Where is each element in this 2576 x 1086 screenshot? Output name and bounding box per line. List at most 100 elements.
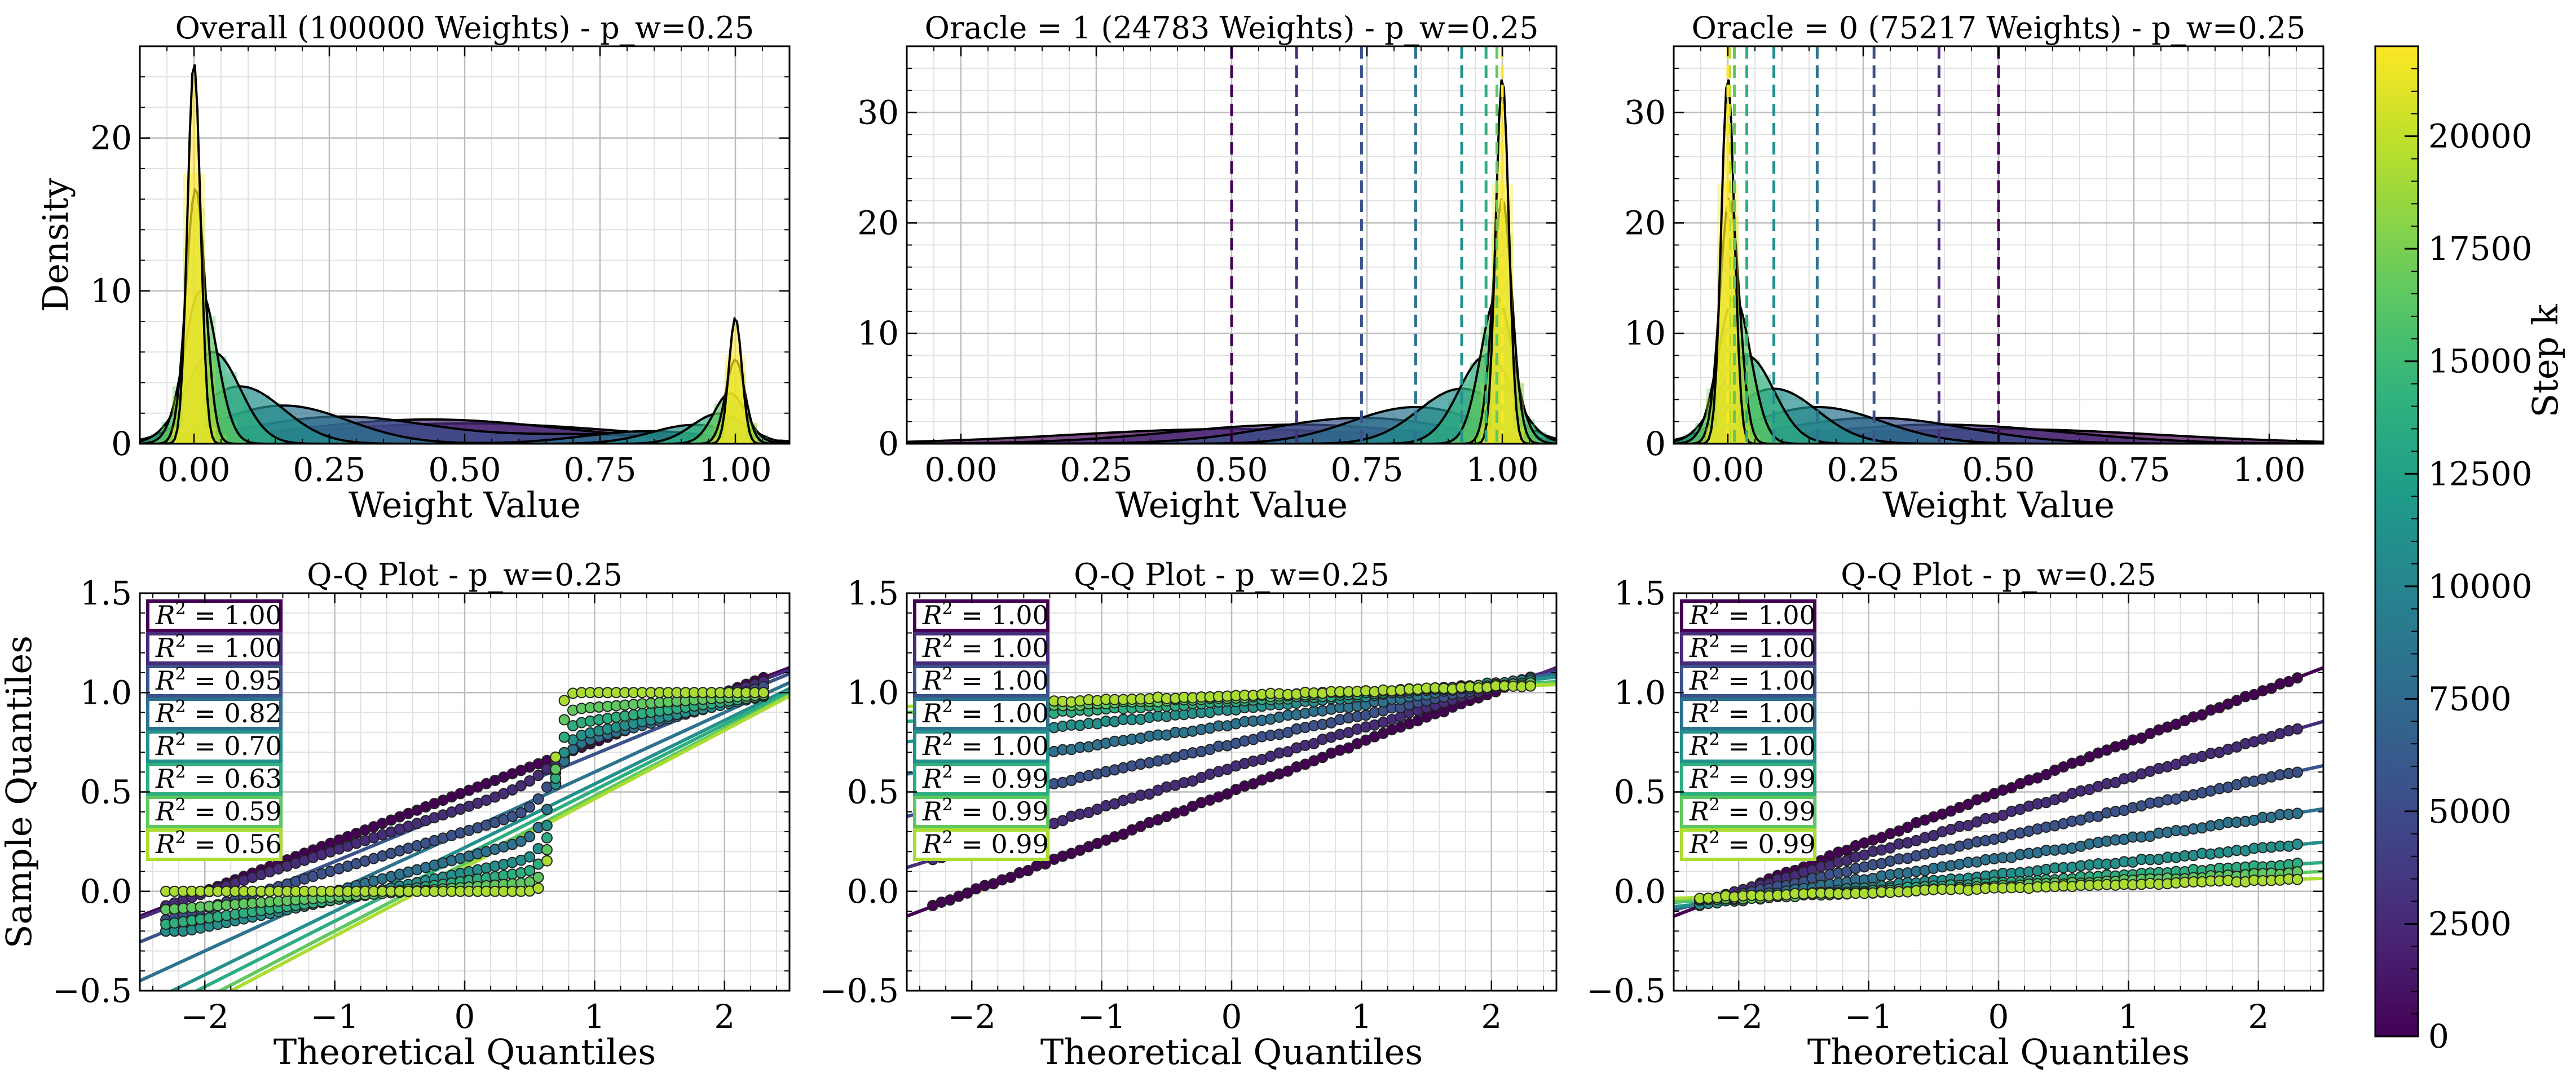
qq-point (541, 855, 553, 867)
x-axis-label: Theoretical Quantiles (1807, 1031, 2190, 1072)
density-area (140, 386, 789, 444)
colorbar-tick-label: 20000 (2428, 117, 2533, 156)
r2-label: R2 = 0.70 (155, 730, 282, 761)
density-curve (140, 351, 789, 444)
qq-point (2291, 873, 2303, 885)
density-panel-1: 0.00 0.25 0.50 0.75 1.00 0 10 20 Overall (100000… (35, 10, 791, 526)
r2-box (146, 763, 283, 796)
r2-label: R2 = 0.95 (155, 664, 282, 696)
r2-label: R2 = 0.99 (922, 828, 1049, 859)
y-tick-label: 1.0 (1614, 673, 1666, 712)
density-area (1674, 389, 2323, 444)
qq-point (515, 807, 527, 819)
r2-label: R2 = 0.99 (922, 795, 1049, 827)
qq-point (757, 687, 769, 699)
panel-title: Overall (100000 Weights) - p_w=0.25 (175, 10, 755, 46)
panel-title: Q-Q Plot - p_w=0.25 (1074, 557, 1390, 593)
qq-point (1118, 828, 1129, 840)
qq-point (524, 775, 536, 787)
y-tick-label: 0.0 (80, 872, 132, 911)
qq-point (541, 820, 553, 832)
qq-point (550, 751, 562, 763)
colorbar-tick-label: 12500 (2428, 454, 2533, 493)
r2-box (146, 730, 283, 763)
qq-point (532, 882, 544, 894)
r2-box (146, 665, 283, 697)
r2-box (146, 632, 283, 665)
qq-point (1022, 864, 1034, 876)
y-tick-label: −0.5 (52, 972, 132, 1010)
x-axis-label: Weight Value (349, 484, 581, 526)
x-axis-label: Theoretical Quantiles (274, 1031, 656, 1072)
colorbar-tick-label: 15000 (2428, 342, 2533, 381)
qq-point (2265, 682, 2277, 694)
r2-label: R2 = 1.00 (1689, 599, 1816, 630)
x-tick-label: 0.25 (1060, 451, 1132, 489)
qq-point (2291, 723, 2303, 735)
qq-point (1524, 680, 1536, 692)
r2-label: R2 = 0.63 (155, 762, 282, 794)
panel-title: Oracle = 0 (75217 Weights) - p_w=0.25 (1692, 10, 2306, 46)
x-tick-label: 0.00 (1691, 451, 1764, 489)
x-tick-label: 1 (1351, 997, 1372, 1036)
colorbar: 0 2500 5000 7500 10000 12500 15000 17500 20000 St… (2374, 45, 2566, 1056)
r2-label: R2 = 0.99 (1689, 828, 1816, 859)
x-tick-label: −1 (1845, 997, 1893, 1036)
x-tick-label: 2 (2248, 997, 2269, 1036)
r2-box (1680, 763, 1816, 796)
density-curve (1674, 387, 2323, 444)
qq-point (2291, 766, 2303, 778)
r2-box (913, 796, 1049, 828)
x-tick-label: 1.00 (2233, 451, 2305, 489)
r2-label: R2 = 1.00 (922, 730, 1049, 761)
r2-label: R2 = 0.56 (155, 828, 282, 859)
y-tick-label: 20 (90, 119, 132, 157)
qq-point (2040, 769, 2052, 780)
x-tick-label: 1.00 (699, 451, 771, 489)
qq-point (550, 763, 562, 775)
qq-point (1902, 822, 1913, 833)
density-curve (140, 385, 789, 444)
y-tick-label: 0.5 (847, 773, 899, 811)
x-tick-label: 1 (2118, 997, 2139, 1036)
y-axis-label: Density (35, 178, 76, 312)
y-tick-label: 0 (111, 425, 132, 463)
x-tick-label: −1 (1078, 997, 1126, 1036)
r2-label: R2 = 0.99 (1689, 762, 1816, 794)
r2-label: R2 = 0.82 (155, 697, 282, 729)
qq-point (515, 836, 527, 847)
x-tick-label: 2 (714, 997, 735, 1036)
r2-box (1680, 697, 1816, 730)
x-axis-label: Theoretical Quantiles (1040, 1031, 1423, 1072)
panel-title: Oracle = 1 (24783 Weights) - p_w=0.25 (925, 10, 1539, 46)
colorbar-tick-label: 7500 (2428, 679, 2512, 718)
qq-point (2291, 672, 2303, 684)
qq-point (1221, 788, 1233, 800)
y-tick-label: 0 (1645, 425, 1666, 463)
panel-title: Q-Q Plot - p_w=0.25 (307, 557, 623, 593)
y-tick-label: 1.5 (80, 574, 132, 612)
fit-line (216, 693, 789, 991)
y-tick-label: 1.0 (847, 673, 899, 712)
qq-point (2118, 739, 2130, 751)
y-axis-label: Sample Quantiles (0, 635, 39, 948)
y-tick-label: 1.5 (1614, 574, 1666, 612)
r2-box (1680, 730, 1816, 763)
r2-box (146, 828, 283, 861)
density-area (907, 80, 1556, 444)
density-panel-3: 0.00 0.25 0.50 0.75 1.00 0 10 20 30 Oracle = 0 (7… (1624, 10, 2324, 526)
qq-point (524, 831, 536, 842)
density-curve (907, 387, 1556, 444)
x-tick-label: 0.75 (563, 451, 636, 489)
qq-point (558, 747, 570, 758)
x-tick-label: 0.50 (1962, 451, 2035, 489)
fit-line (168, 687, 789, 991)
x-tick-label: 0.50 (1195, 451, 1268, 489)
density-curve (1674, 354, 2323, 444)
r2-label: R2 = 1.00 (1689, 664, 1816, 696)
qq-point (524, 801, 536, 813)
r2-box (1680, 665, 1816, 697)
y-tick-label: 0.5 (80, 773, 132, 811)
